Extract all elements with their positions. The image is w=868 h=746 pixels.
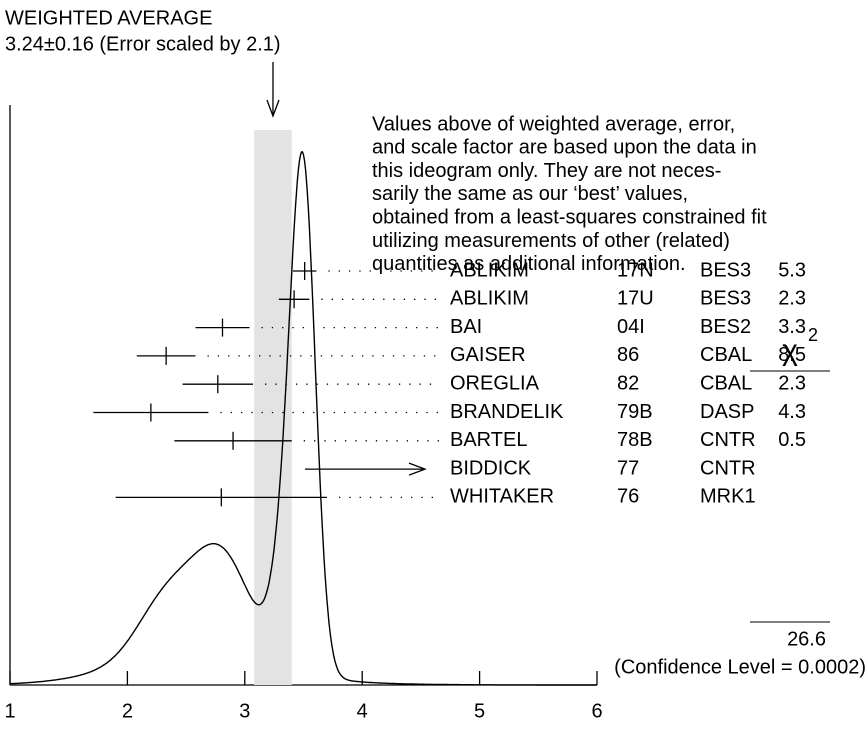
note-line: Values above of weighted average, error, — [372, 113, 735, 135]
measurement-name: ABLIKIM — [450, 259, 529, 281]
note-line: utilizing measurements of other (related… — [372, 230, 730, 252]
chi2-value: 2.3 — [778, 372, 806, 394]
note-line: sarily the same as our ‘best’ values, — [372, 183, 688, 205]
note-line: quantities as additional information. — [372, 253, 686, 275]
x-tick-label: 1 — [4, 700, 15, 722]
measurement-ref: 17U — [617, 288, 654, 310]
average-arrow-head — [266, 99, 280, 118]
chi2-exponent: 2 — [808, 325, 818, 345]
chi2-value: 5.3 — [778, 259, 806, 281]
average-band — [254, 130, 292, 685]
measurement-ref: 79B — [617, 401, 653, 423]
chi2-value: 0.5 — [778, 429, 806, 451]
measurement-experiment: CNTR — [700, 457, 756, 479]
x-tick-label: 3 — [239, 700, 250, 722]
ideogram-curve — [9, 151, 597, 686]
x-tick-label: 5 — [474, 700, 485, 722]
measurement-experiment: BES3 — [700, 288, 751, 310]
measurement-experiment: CNTR — [700, 429, 756, 451]
chi2-header: χ — [782, 334, 798, 367]
note-line: obtained from a least-squares constraine… — [372, 206, 767, 228]
chi2-value: 3.3 — [778, 316, 806, 338]
measurement-name: WHITAKER — [450, 486, 554, 508]
measurement-experiment: CBAL — [700, 344, 752, 366]
note-line: and scale factor are based upon the data… — [372, 137, 757, 159]
off-scale-arrow-head — [408, 462, 427, 476]
measurement-ref: 76 — [617, 486, 639, 508]
measurement-experiment: BES3 — [700, 259, 751, 281]
measurement-experiment: MRK1 — [700, 486, 756, 508]
measurement-experiment: BES2 — [700, 316, 751, 338]
x-tick-label: 2 — [122, 700, 133, 722]
note-line: this ideogram only. They are not neces- — [372, 160, 721, 182]
chi2-value: 8.5 — [778, 344, 806, 366]
measurement-name: BAI — [450, 316, 482, 338]
measurement-experiment: CBAL — [700, 372, 752, 394]
measurement-ref: 78B — [617, 429, 653, 451]
chi2-value: 2.3 — [778, 288, 806, 310]
chart-title: WEIGHTED AVERAGE — [5, 7, 212, 29]
measurement-ref: 77 — [617, 457, 639, 479]
measurement-name: BIDDICK — [450, 457, 532, 479]
measurement-name: GAISER — [450, 344, 526, 366]
measurement-name: OREGLIA — [450, 372, 540, 394]
chart-subtitle: 3.24±0.16 (Error scaled by 2.1) — [5, 33, 281, 55]
x-tick-label: 6 — [591, 700, 602, 722]
measurement-experiment: DASP — [700, 401, 754, 423]
measurement-name: ABLIKIM — [450, 288, 529, 310]
measurement-name: BRANDELIK — [450, 401, 564, 423]
chi2-value: 4.3 — [778, 401, 806, 423]
confidence-level: (Confidence Level = 0.0002) — [614, 656, 866, 678]
x-tick-label: 4 — [357, 700, 368, 722]
measurement-ref: 04I — [617, 316, 645, 338]
measurement-name: BARTEL — [450, 429, 527, 451]
chi2-total: 26.6 — [787, 628, 826, 650]
measurement-ref: 82 — [617, 372, 639, 394]
measurement-ref: 17N — [617, 259, 654, 281]
measurement-ref: 86 — [617, 344, 639, 366]
